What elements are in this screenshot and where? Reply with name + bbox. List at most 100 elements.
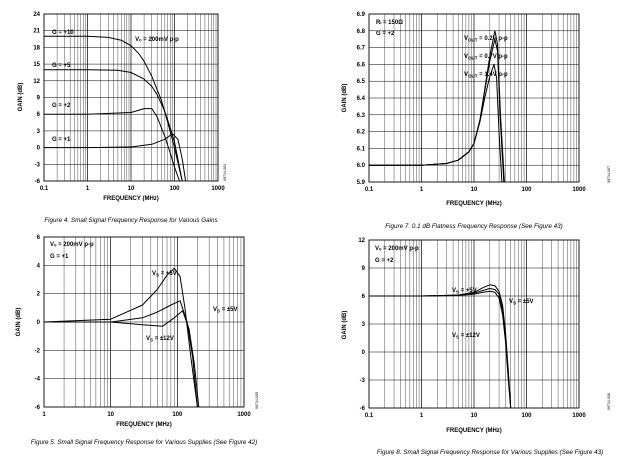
- fig7-tick-labels: 6.9 6.8 6.7 6.6 6.5 6.4 6.3 6.2 6.1 6.0 5.90.1 1 10 1…: [357, 12, 587, 193]
- fig7-ytick-label: 6.0: [357, 163, 366, 169]
- fig4-series-line-2: [44, 108, 180, 182]
- fig7-ytick-label: 6.7: [357, 46, 366, 52]
- fig8-ytick-label: 3: [362, 322, 366, 328]
- fig7-ytick-label: 6.6: [357, 62, 366, 68]
- fig7-series: [369, 30, 505, 183]
- fig4-ytick-label: -6: [35, 179, 41, 185]
- fig5-xtick-label: 10: [107, 412, 114, 418]
- chart-fig5: 6 4 2 0 -2 -4 -61 10 100 1000 FREQUENCY (MHz) GAI…: [16, 235, 259, 446]
- fig4-xtick-label: 1: [86, 186, 90, 192]
- fig5-ytick-label: -4: [35, 377, 41, 383]
- fig7-ylabel: GAIN (dB): [342, 84, 348, 113]
- fig7-xtick-label: 1000: [572, 187, 586, 193]
- fig4-xlabel: FREQUENCY (MHz): [103, 196, 159, 202]
- fig5-ytick-label: 6: [37, 235, 41, 241]
- fig4-ytick-label: 18: [33, 45, 40, 51]
- fig5-tick-labels: 6 4 2 0 -2 -4 -61 10 100 1000: [35, 235, 252, 418]
- fig7-xlabel: FREQUENCY (MHz): [446, 201, 502, 207]
- fig8-ytick-label: 6: [362, 294, 366, 300]
- fig7-annotation-gain: G = +2: [376, 31, 395, 37]
- fig5-series-line-1: [44, 300, 198, 408]
- fig7-ytick-label: 6.9: [357, 12, 366, 18]
- fig4-annotation-vo: Vₒ = 200mV p-p: [135, 37, 179, 43]
- fig7-ytick-label: 5.9: [357, 180, 366, 186]
- fig4-series-label-g1: G = +1: [52, 137, 71, 143]
- fig8-xtick-label: 10: [471, 413, 478, 419]
- fig4-series-label-g10: G = +10: [52, 30, 74, 36]
- fig8-series-line-1: [369, 288, 512, 409]
- fig5-series-label-pm5v: VS = ±5V: [213, 307, 238, 314]
- fig7-side-code: 09714-007: [607, 166, 611, 183]
- fig8-xtick-label: 1: [420, 413, 424, 419]
- fig4-series-line-1: [44, 69, 183, 182]
- fig7-series-line-1: [369, 38, 505, 183]
- fig8-ytick-label: 12: [358, 238, 365, 244]
- fig5-xlabel: FREQUENCY (MHz): [116, 422, 172, 428]
- fig5-xtick-label: 100: [172, 412, 183, 418]
- fig4-series-label-g2: G = +2: [52, 103, 71, 109]
- fig8-grid: [369, 240, 579, 408]
- fig4-xtick-label: 0.1: [40, 186, 49, 192]
- fig5-caption: Figure 5. Small Signal Frequency Respons…: [31, 439, 258, 446]
- fig8-xlabel: FREQUENCY (MHz): [446, 428, 502, 434]
- fig8-ytick-label: -3: [360, 378, 366, 384]
- fig4-ytick-label: 6: [37, 112, 41, 118]
- fig4-ytick-label: -3: [35, 162, 41, 168]
- chart-fig4: 24 21 18 15 12 9 6 3 0 -3 -60.1 1 10 100 1000 FREQUENC…: [18, 12, 227, 224]
- fig8-annotation-vo: Vₒ = 200mV p-p: [375, 246, 419, 252]
- fig4-ytick-label: 15: [33, 62, 40, 68]
- fig7-xtick-label: 0.1: [365, 187, 374, 193]
- fig5-series-line-0: [43, 267, 198, 408]
- fig4-ytick-label: 24: [33, 12, 40, 18]
- fig4-ytick-label: 12: [33, 79, 40, 85]
- fig7-series-line-2: [369, 63, 503, 183]
- fig8-xtick-label: 1000: [572, 413, 586, 419]
- fig4-side-code: 09714-003: [223, 164, 227, 181]
- fig5-ylabel: GAIN (dB): [16, 308, 22, 337]
- fig8-ytick-label: -6: [360, 406, 366, 412]
- fig5-xtick-label: 1000: [237, 412, 251, 418]
- fig5-ytick-label: 2: [37, 292, 41, 298]
- fig8-annotation-gain: G = +2: [375, 258, 394, 264]
- fig5-series-line-2: [44, 310, 200, 408]
- fig4-grid: [44, 14, 218, 181]
- fig5-ytick-label: -6: [35, 405, 41, 411]
- fig8-tick-labels: 12 9 6 3 0 -3 -60.1 1 10 100 1000: [358, 238, 586, 419]
- fig7-series-label-0p7v: VOUT = 0.7V p-p: [464, 54, 508, 61]
- fig7-ytick-label: 6.5: [357, 79, 366, 85]
- fig7-series-label-1p4v: VOUT = 1.4V p-p: [464, 72, 508, 79]
- fig4-ytick-label: 9: [37, 96, 41, 102]
- fig5-series: [43, 267, 200, 408]
- fig8-side-code: 09714-008: [607, 393, 611, 410]
- fig7-ytick-label: 6.1: [357, 146, 366, 152]
- fig4-ytick-label: 0: [37, 146, 41, 152]
- fig5-ytick-label: -2: [35, 348, 41, 354]
- fig7-xtick-label: 10: [471, 187, 478, 193]
- fig8-series-line-2: [369, 290, 512, 409]
- fig5-annotation-gain: G = +1: [50, 254, 69, 260]
- fig4-xtick-label: 10: [128, 186, 135, 192]
- fig8-xtick-label: 100: [521, 413, 532, 419]
- fig8-series-label-pm5v: VS = ±5V: [509, 299, 534, 306]
- fig4-xtick-label: 1000: [211, 186, 225, 192]
- fig7-series-label-0p2v: VOUT = 0.2V p-p: [464, 36, 508, 43]
- fig7-caption: Figure 7. 0.1 dB Flatness Frequency Resp…: [385, 223, 562, 230]
- fig5-ytick-label: 4: [37, 263, 41, 269]
- fig8-xtick-label: 0.1: [365, 413, 374, 419]
- fig7-annotation-rl: Rₗ = 150Ω: [376, 20, 403, 26]
- fig4-xtick-label: 100: [169, 186, 180, 192]
- fig7-ytick-label: 6.4: [357, 96, 366, 102]
- fig5-xtick-label: 1: [42, 412, 46, 418]
- fig8-series-line-0: [369, 284, 512, 409]
- fig8-ytick-label: 0: [362, 350, 366, 356]
- fig7-ytick-label: 6.2: [357, 130, 366, 136]
- chart-fig7: 6.9 6.8 6.7 6.6 6.5 6.4 6.3 6.2 6.1 6.0 5.90.1 1 10 1…: [342, 12, 611, 230]
- fig4-tick-labels: 24 21 18 15 12 9 6 3 0 -3 -60.1 1 10 100 1000: [33, 12, 225, 192]
- fig4-ytick-label: 21: [33, 29, 40, 35]
- fig4-series: [44, 35, 187, 182]
- fig7-ytick-label: 6.3: [357, 113, 366, 119]
- fig8-series: [369, 284, 512, 409]
- fig7-ytick-label: 6.8: [357, 29, 366, 35]
- fig8-caption: Figure 8. Small Signal Frequency Respons…: [377, 449, 604, 456]
